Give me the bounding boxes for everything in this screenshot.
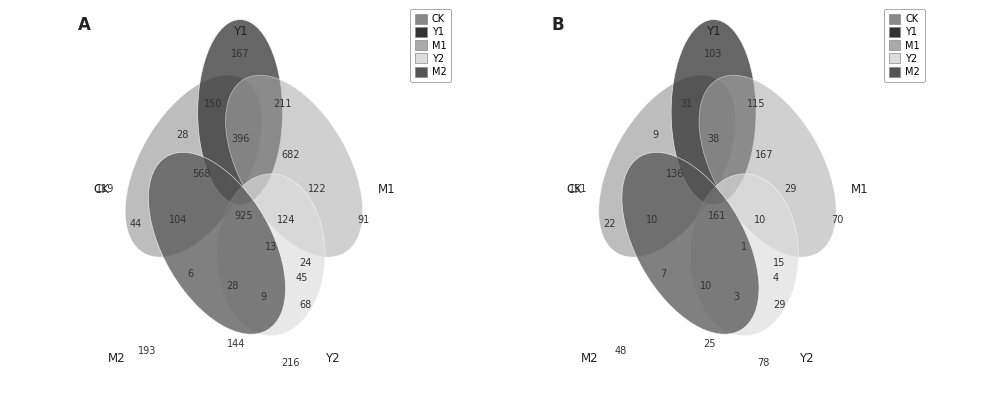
Text: CK: CK	[93, 183, 109, 196]
Text: 28: 28	[176, 130, 188, 140]
Text: 682: 682	[281, 150, 300, 160]
Legend: CK, Y1, M1, Y2, M2: CK, Y1, M1, Y2, M2	[410, 9, 451, 82]
Ellipse shape	[198, 20, 283, 205]
Ellipse shape	[226, 75, 363, 257]
Text: 211: 211	[273, 99, 292, 110]
Text: 45: 45	[296, 273, 308, 283]
Text: 68: 68	[300, 300, 312, 310]
Text: 7: 7	[660, 269, 667, 279]
Ellipse shape	[148, 152, 286, 334]
Text: 1: 1	[741, 242, 748, 252]
Text: M1: M1	[851, 183, 869, 196]
Text: 91: 91	[357, 215, 370, 225]
Text: 44: 44	[130, 219, 142, 229]
Text: M2: M2	[108, 353, 126, 366]
Text: 150: 150	[204, 99, 222, 110]
Legend: CK, Y1, M1, Y2, M2: CK, Y1, M1, Y2, M2	[884, 9, 925, 82]
Text: 144: 144	[227, 338, 245, 349]
Text: 104: 104	[169, 215, 188, 225]
Text: 119: 119	[96, 184, 114, 194]
Text: 103: 103	[704, 49, 723, 59]
Text: 13: 13	[265, 242, 277, 252]
Text: Y2: Y2	[799, 353, 813, 366]
Text: 3: 3	[734, 292, 740, 302]
Text: 9: 9	[653, 130, 659, 140]
Text: 31: 31	[680, 99, 693, 110]
Text: 15: 15	[773, 258, 785, 268]
Ellipse shape	[671, 20, 756, 205]
Text: 115: 115	[747, 99, 765, 110]
Text: 4: 4	[772, 273, 778, 283]
Text: 193: 193	[138, 346, 157, 356]
Text: 29: 29	[785, 184, 797, 194]
Text: 568: 568	[192, 169, 211, 179]
Text: 925: 925	[235, 211, 253, 221]
Text: 29: 29	[773, 300, 785, 310]
Text: 124: 124	[277, 215, 296, 225]
Text: 9: 9	[260, 292, 266, 302]
Text: 78: 78	[758, 358, 770, 368]
Text: 28: 28	[226, 281, 239, 291]
Ellipse shape	[690, 174, 798, 336]
Text: 161: 161	[708, 211, 727, 221]
Text: 10: 10	[646, 215, 658, 225]
Ellipse shape	[125, 75, 262, 257]
Text: 167: 167	[231, 49, 249, 59]
Text: 396: 396	[231, 134, 249, 144]
Text: 22: 22	[603, 219, 616, 229]
Text: 38: 38	[707, 134, 720, 144]
Text: A: A	[78, 16, 91, 34]
Ellipse shape	[699, 75, 836, 257]
Text: 122: 122	[308, 184, 327, 194]
Text: 136: 136	[666, 169, 684, 179]
Ellipse shape	[217, 174, 325, 336]
Text: 10: 10	[700, 281, 712, 291]
Text: 216: 216	[281, 358, 300, 368]
Text: Y1: Y1	[706, 25, 721, 38]
Text: CK: CK	[567, 183, 583, 196]
Text: Y2: Y2	[325, 353, 340, 366]
Text: 151: 151	[569, 184, 588, 194]
Text: 48: 48	[615, 346, 627, 356]
Ellipse shape	[622, 152, 759, 334]
Ellipse shape	[599, 75, 736, 257]
Text: M1: M1	[378, 183, 395, 196]
Text: 167: 167	[754, 150, 773, 160]
Text: M2: M2	[581, 353, 599, 366]
Text: 24: 24	[300, 258, 312, 268]
Text: 10: 10	[754, 215, 766, 225]
Text: 70: 70	[831, 215, 843, 225]
Text: 6: 6	[187, 269, 193, 279]
Text: Y1: Y1	[233, 25, 247, 38]
Text: 25: 25	[703, 338, 716, 349]
Text: B: B	[552, 16, 564, 34]
